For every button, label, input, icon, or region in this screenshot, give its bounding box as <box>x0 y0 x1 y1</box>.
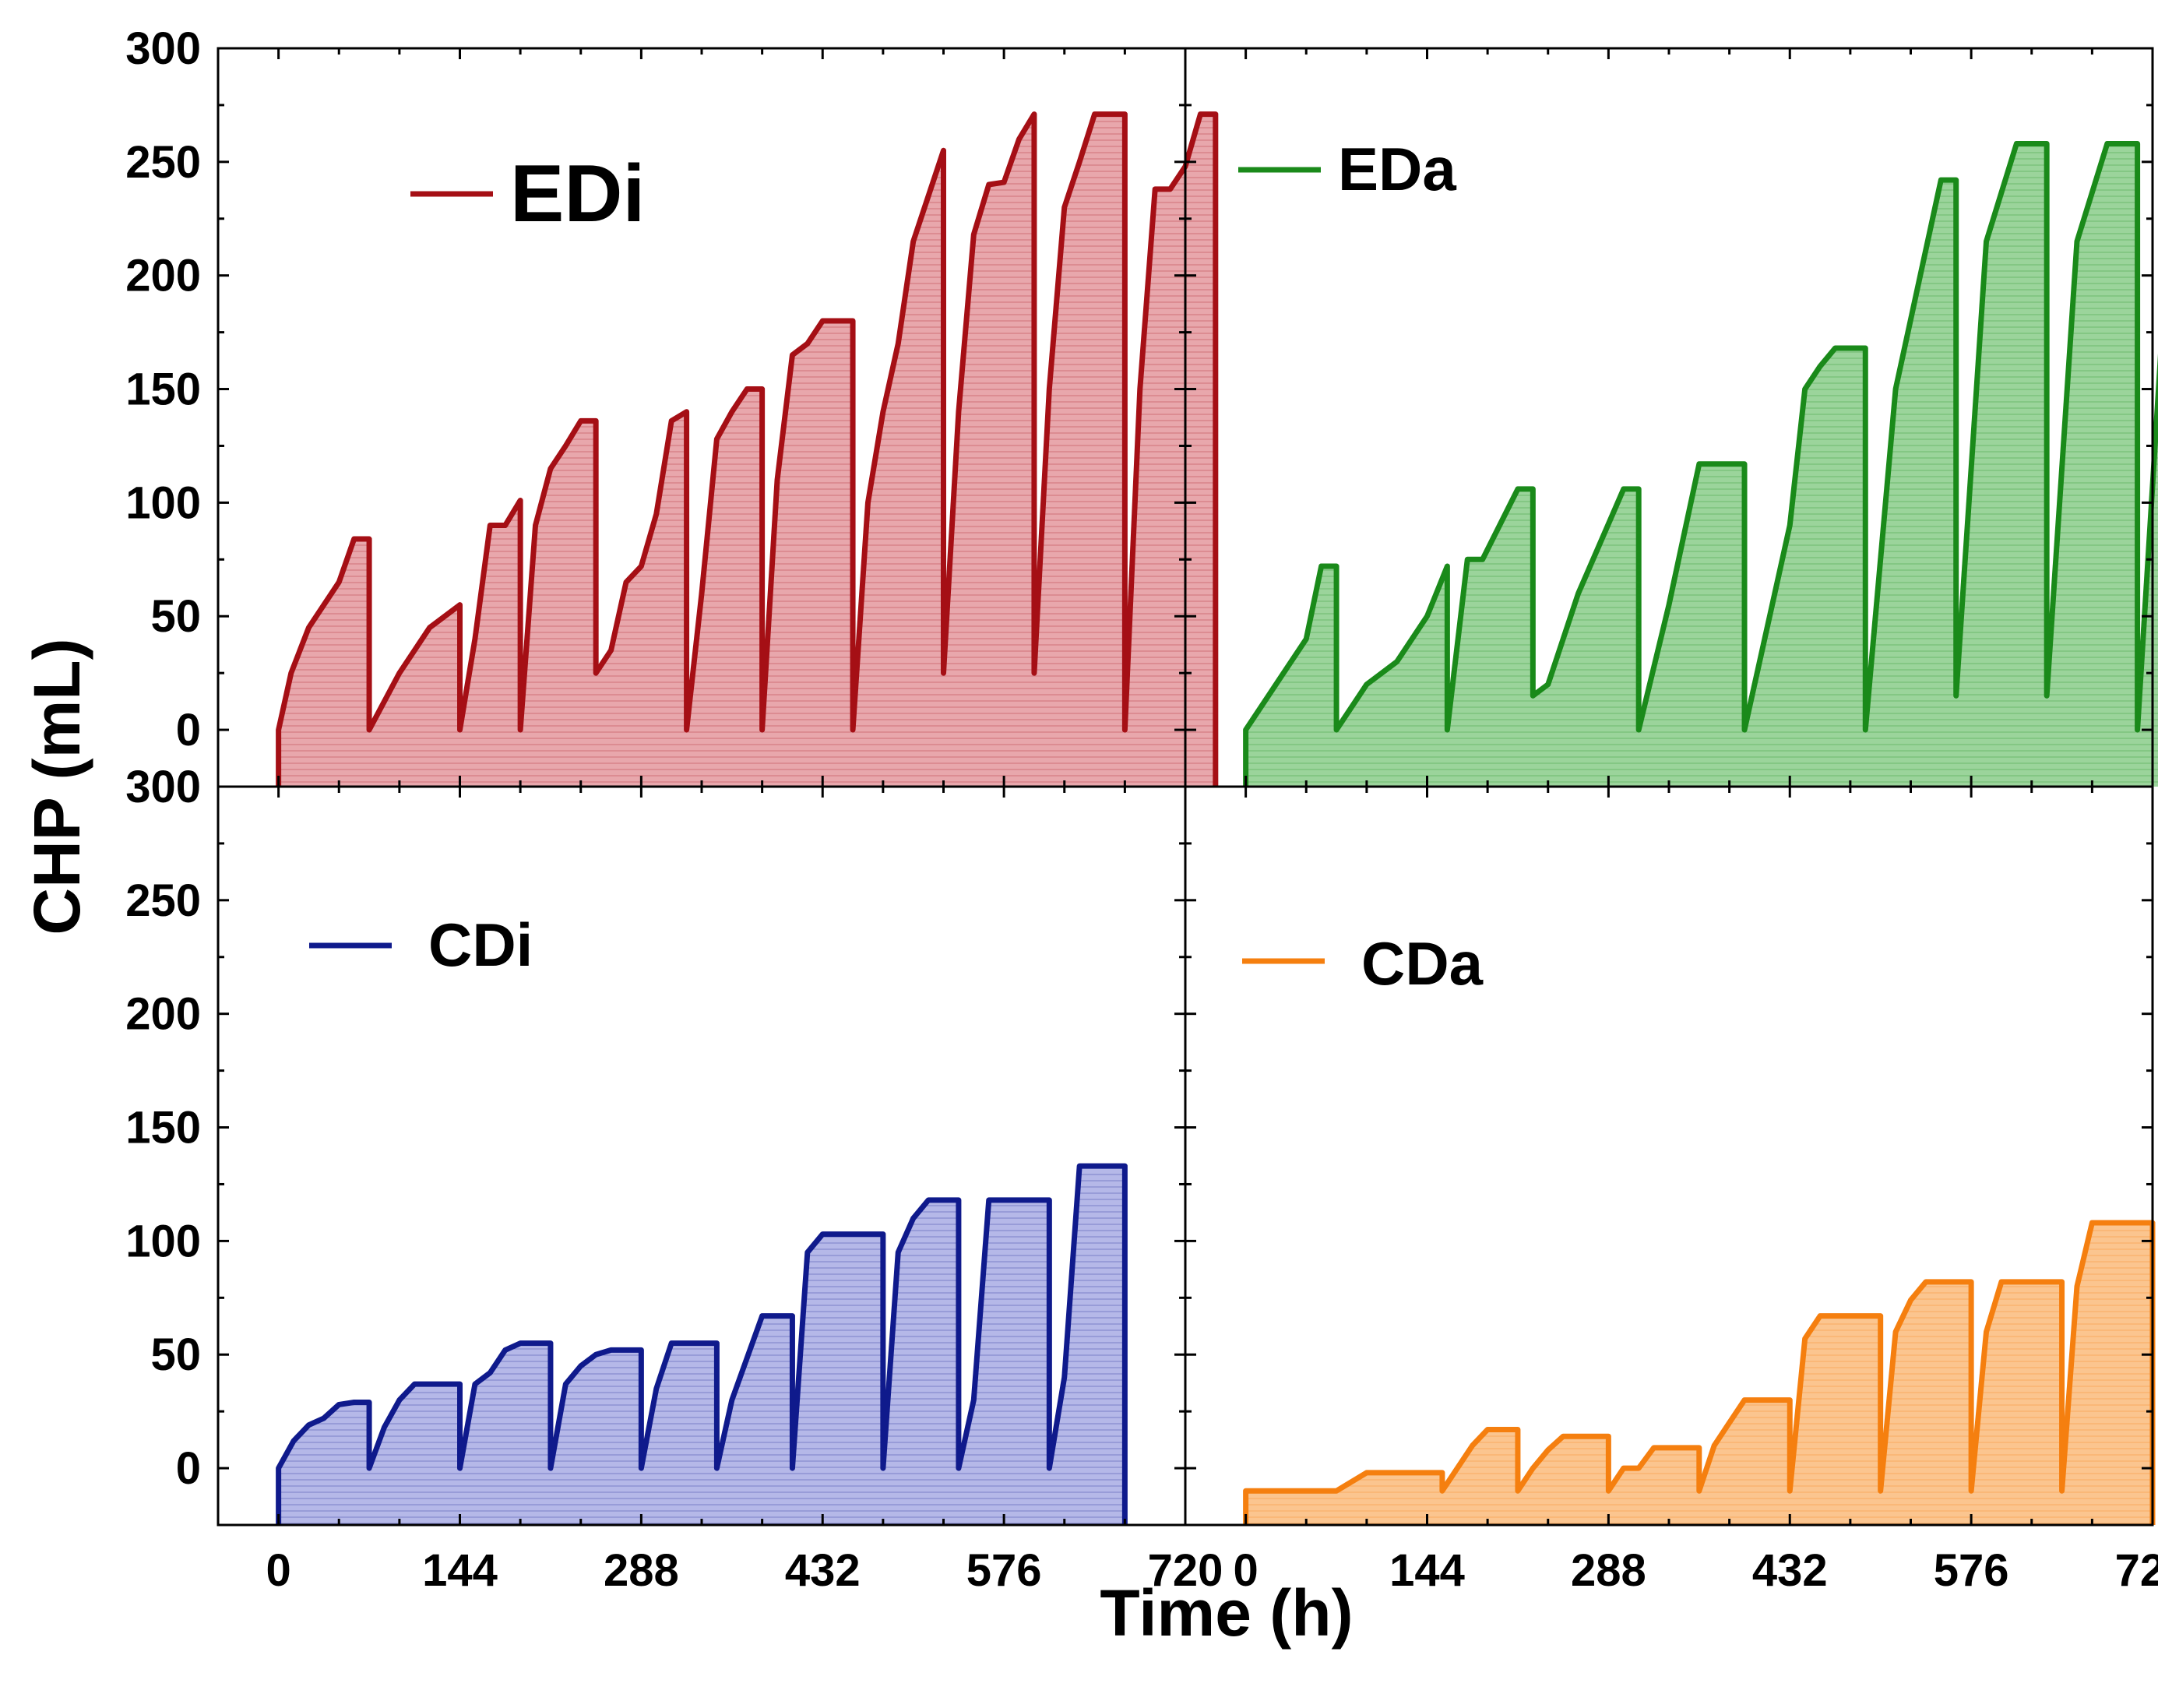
x-tick-label: 432 <box>1752 1545 1828 1596</box>
series-line-edi <box>276 111 1219 787</box>
panel-eda: EDa <box>1184 47 2158 788</box>
x-tick-label: 720 <box>1148 1545 1223 1596</box>
panel-edi: 0 50 100 150 200 250 300 EDi <box>125 23 1219 788</box>
y-tick-label: 200 <box>125 251 201 301</box>
legend-label: EDa <box>1338 135 1456 203</box>
panel-cdi: 0 50 100 150 200 250 300 0 144 288 432 576 720 CDi <box>125 762 1223 1596</box>
x-tick-label: 144 <box>1389 1545 1465 1596</box>
x-tick-label: 144 <box>422 1545 498 1596</box>
y-tick-label: 250 <box>125 137 201 188</box>
y-tick-label: 0 <box>176 705 201 755</box>
y-tick-label: 50 <box>150 591 201 642</box>
x-tick-label: 432 <box>785 1545 861 1596</box>
y-tick-label: 150 <box>125 364 201 415</box>
x-tick-label: 576 <box>966 1545 1042 1596</box>
legend-label: CDa <box>1361 929 1484 998</box>
x-tick-label: 576 <box>1934 1545 2009 1596</box>
y-tick-label: 250 <box>125 875 201 926</box>
y-tick-label: 150 <box>125 1103 201 1153</box>
x-axis-title: Time (h) <box>1100 1576 1353 1650</box>
y-axis-title: CHP (mL) <box>20 638 93 935</box>
legend-label: CDi <box>428 910 533 979</box>
x-tick-label: 288 <box>604 1545 679 1596</box>
x-tick-label: 288 <box>1571 1545 1646 1596</box>
legend-label: EDi <box>510 149 645 239</box>
series-line-eda <box>1243 141 2158 787</box>
series-line-cdi <box>276 1163 1128 1525</box>
y-tick-label: 300 <box>125 23 201 74</box>
x-tick-label: 0 <box>1233 1545 1258 1596</box>
y-tick-label: 100 <box>125 477 201 528</box>
series-line-cda <box>1243 1220 2156 1525</box>
y-tick-label: 50 <box>150 1329 201 1380</box>
x-tick-label: 720 <box>2115 1545 2158 1596</box>
y-tick-label: 200 <box>125 989 201 1040</box>
panel-cda: 0 144 288 432 576 720 CDa <box>1184 785 2158 1596</box>
y-tick-label: 300 <box>125 762 201 812</box>
x-tick-label: 0 <box>266 1545 290 1596</box>
series-area-edi <box>278 114 1216 787</box>
y-tick-label: 0 <box>176 1443 201 1494</box>
y-tick-label: 100 <box>125 1216 201 1266</box>
